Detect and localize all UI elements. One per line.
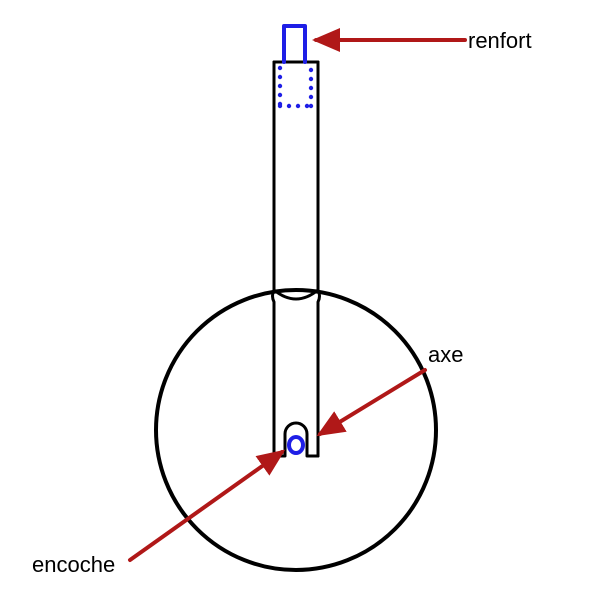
renfort-hidden-dot bbox=[278, 84, 282, 88]
wheel-fork-diagram bbox=[0, 0, 601, 598]
axle-ring bbox=[289, 437, 303, 453]
renfort-tab bbox=[284, 26, 305, 62]
renfort-hidden-dot bbox=[305, 104, 309, 108]
label-axe: axe bbox=[428, 342, 463, 368]
renfort-hidden-dot bbox=[309, 68, 313, 72]
label-renfort: renfort bbox=[468, 28, 532, 54]
renfort-hidden-dot bbox=[309, 86, 313, 90]
renfort-hidden-dot bbox=[309, 95, 313, 99]
renfort-hidden-dot bbox=[309, 77, 313, 81]
renfort-hidden-dot bbox=[278, 93, 282, 97]
fork-left-lower bbox=[273, 290, 275, 456]
arrow-axe bbox=[320, 370, 425, 434]
renfort-hidden-dot bbox=[278, 104, 282, 108]
renfort-hidden-dot bbox=[296, 104, 300, 108]
renfort-hidden-dot bbox=[278, 75, 282, 79]
label-encoche: encoche bbox=[32, 552, 115, 578]
arrow-encoche bbox=[130, 452, 282, 560]
renfort-hidden-dot bbox=[287, 104, 291, 108]
renfort-hidden-dot bbox=[309, 104, 313, 108]
wheel-outline bbox=[156, 290, 436, 570]
renfort-hidden-dot bbox=[278, 66, 282, 70]
fork-right-lower bbox=[318, 290, 320, 456]
